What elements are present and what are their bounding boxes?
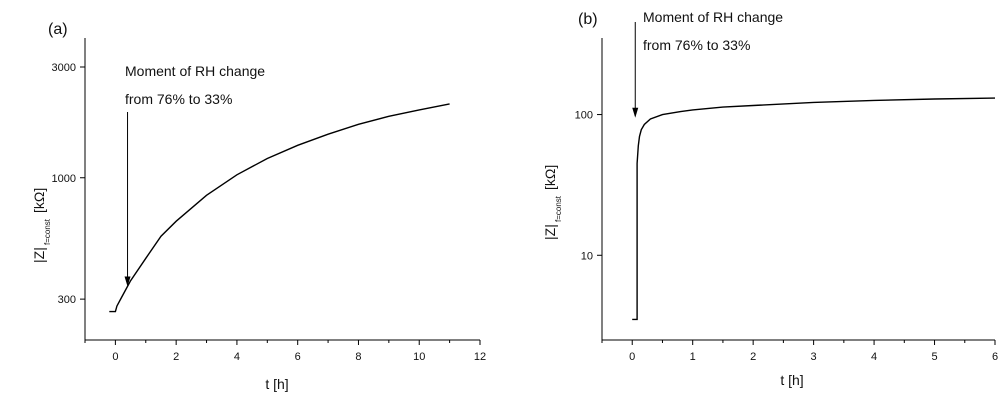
- x-tick-label: 3: [811, 351, 817, 363]
- series-line: [109, 103, 450, 313]
- y-axis-label-main-b: |Z|: [542, 224, 558, 240]
- x-tick-label: 4: [234, 351, 240, 363]
- y-tick-label: 10: [581, 250, 593, 262]
- x-axis-label-a: t [h]: [265, 376, 288, 392]
- x-tick-label: 5: [931, 351, 937, 363]
- panel-a: (a) Moment of RH change from 76% to 33% …: [31, 21, 486, 392]
- y-tick-label: 300: [58, 294, 76, 306]
- y-axis-label-b: |Z| f=const [kΩ]: [542, 165, 563, 240]
- y-axis-label-a: |Z| f=const [kΩ]: [31, 188, 52, 263]
- annotation-line2-a: from 76% to 33%: [125, 91, 232, 107]
- annotation-arrowhead: [632, 107, 639, 118]
- series-line: [632, 97, 996, 321]
- x-tick-label: 6: [295, 351, 301, 363]
- x-axis-label-b: t [h]: [780, 372, 803, 388]
- x-tick-label: 8: [355, 351, 361, 363]
- y-axis-label-sub-a: f=const: [43, 218, 52, 245]
- annotation-arrowhead: [124, 276, 131, 287]
- panel-label-a: (a): [48, 21, 68, 38]
- x-tick-label: 10: [413, 351, 425, 363]
- panel-label-b: (b): [578, 11, 598, 28]
- y-tick-label: 1000: [52, 173, 76, 185]
- x-tick-label: 2: [173, 351, 179, 363]
- y-axis-label-sub-b: f=const: [554, 195, 563, 222]
- x-tick-label: 2: [750, 351, 756, 363]
- x-tick-label: 0: [629, 351, 635, 363]
- annotation-line2-b: from 76% to 33%: [643, 37, 750, 53]
- y-axis-label-unit-a: [kΩ]: [31, 188, 47, 213]
- y-tick-label: 3000: [52, 62, 76, 74]
- annotation-line1-a: Moment of RH change: [125, 63, 265, 79]
- x-tick-label: 0: [112, 351, 118, 363]
- x-tick-label: 1: [690, 351, 696, 363]
- x-tick-label: 12: [474, 351, 486, 363]
- y-axis-label-unit-b: [kΩ]: [542, 165, 558, 190]
- panel-b: (b) Moment of RH change from 76% to 33% …: [542, 9, 998, 388]
- y-tick-label: 100: [575, 110, 593, 122]
- y-axis-label-main-a: |Z|: [31, 247, 47, 263]
- annotation-line1-b: Moment of RH change: [643, 9, 783, 25]
- x-tick-label: 4: [871, 351, 877, 363]
- x-tick-label: 6: [992, 351, 998, 363]
